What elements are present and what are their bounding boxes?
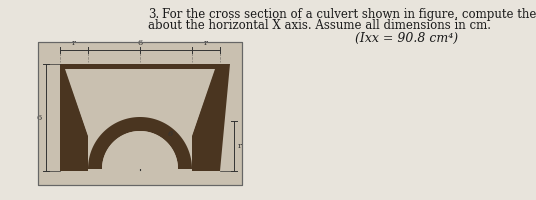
Text: 6: 6 <box>37 114 42 121</box>
Bar <box>38 42 242 185</box>
Text: about the horizontal X axis. Assume all dimensions in cm.: about the horizontal X axis. Assume all … <box>148 19 491 32</box>
Polygon shape <box>90 131 190 169</box>
Text: r: r <box>238 142 242 150</box>
Bar <box>38 42 242 185</box>
Text: For the cross section of a culvert shown in figure, compute the moment of inerti: For the cross section of a culvert shown… <box>162 8 536 21</box>
Text: r: r <box>72 39 76 47</box>
Text: 3.: 3. <box>148 8 159 21</box>
Polygon shape <box>60 64 230 171</box>
Text: 6: 6 <box>167 130 173 138</box>
Polygon shape <box>88 117 192 169</box>
Text: (Ixx = 90.8 cm⁴): (Ixx = 90.8 cm⁴) <box>355 32 458 45</box>
Polygon shape <box>90 131 190 169</box>
Text: r: r <box>204 39 208 47</box>
Text: 6: 6 <box>137 39 143 47</box>
Polygon shape <box>66 70 214 135</box>
